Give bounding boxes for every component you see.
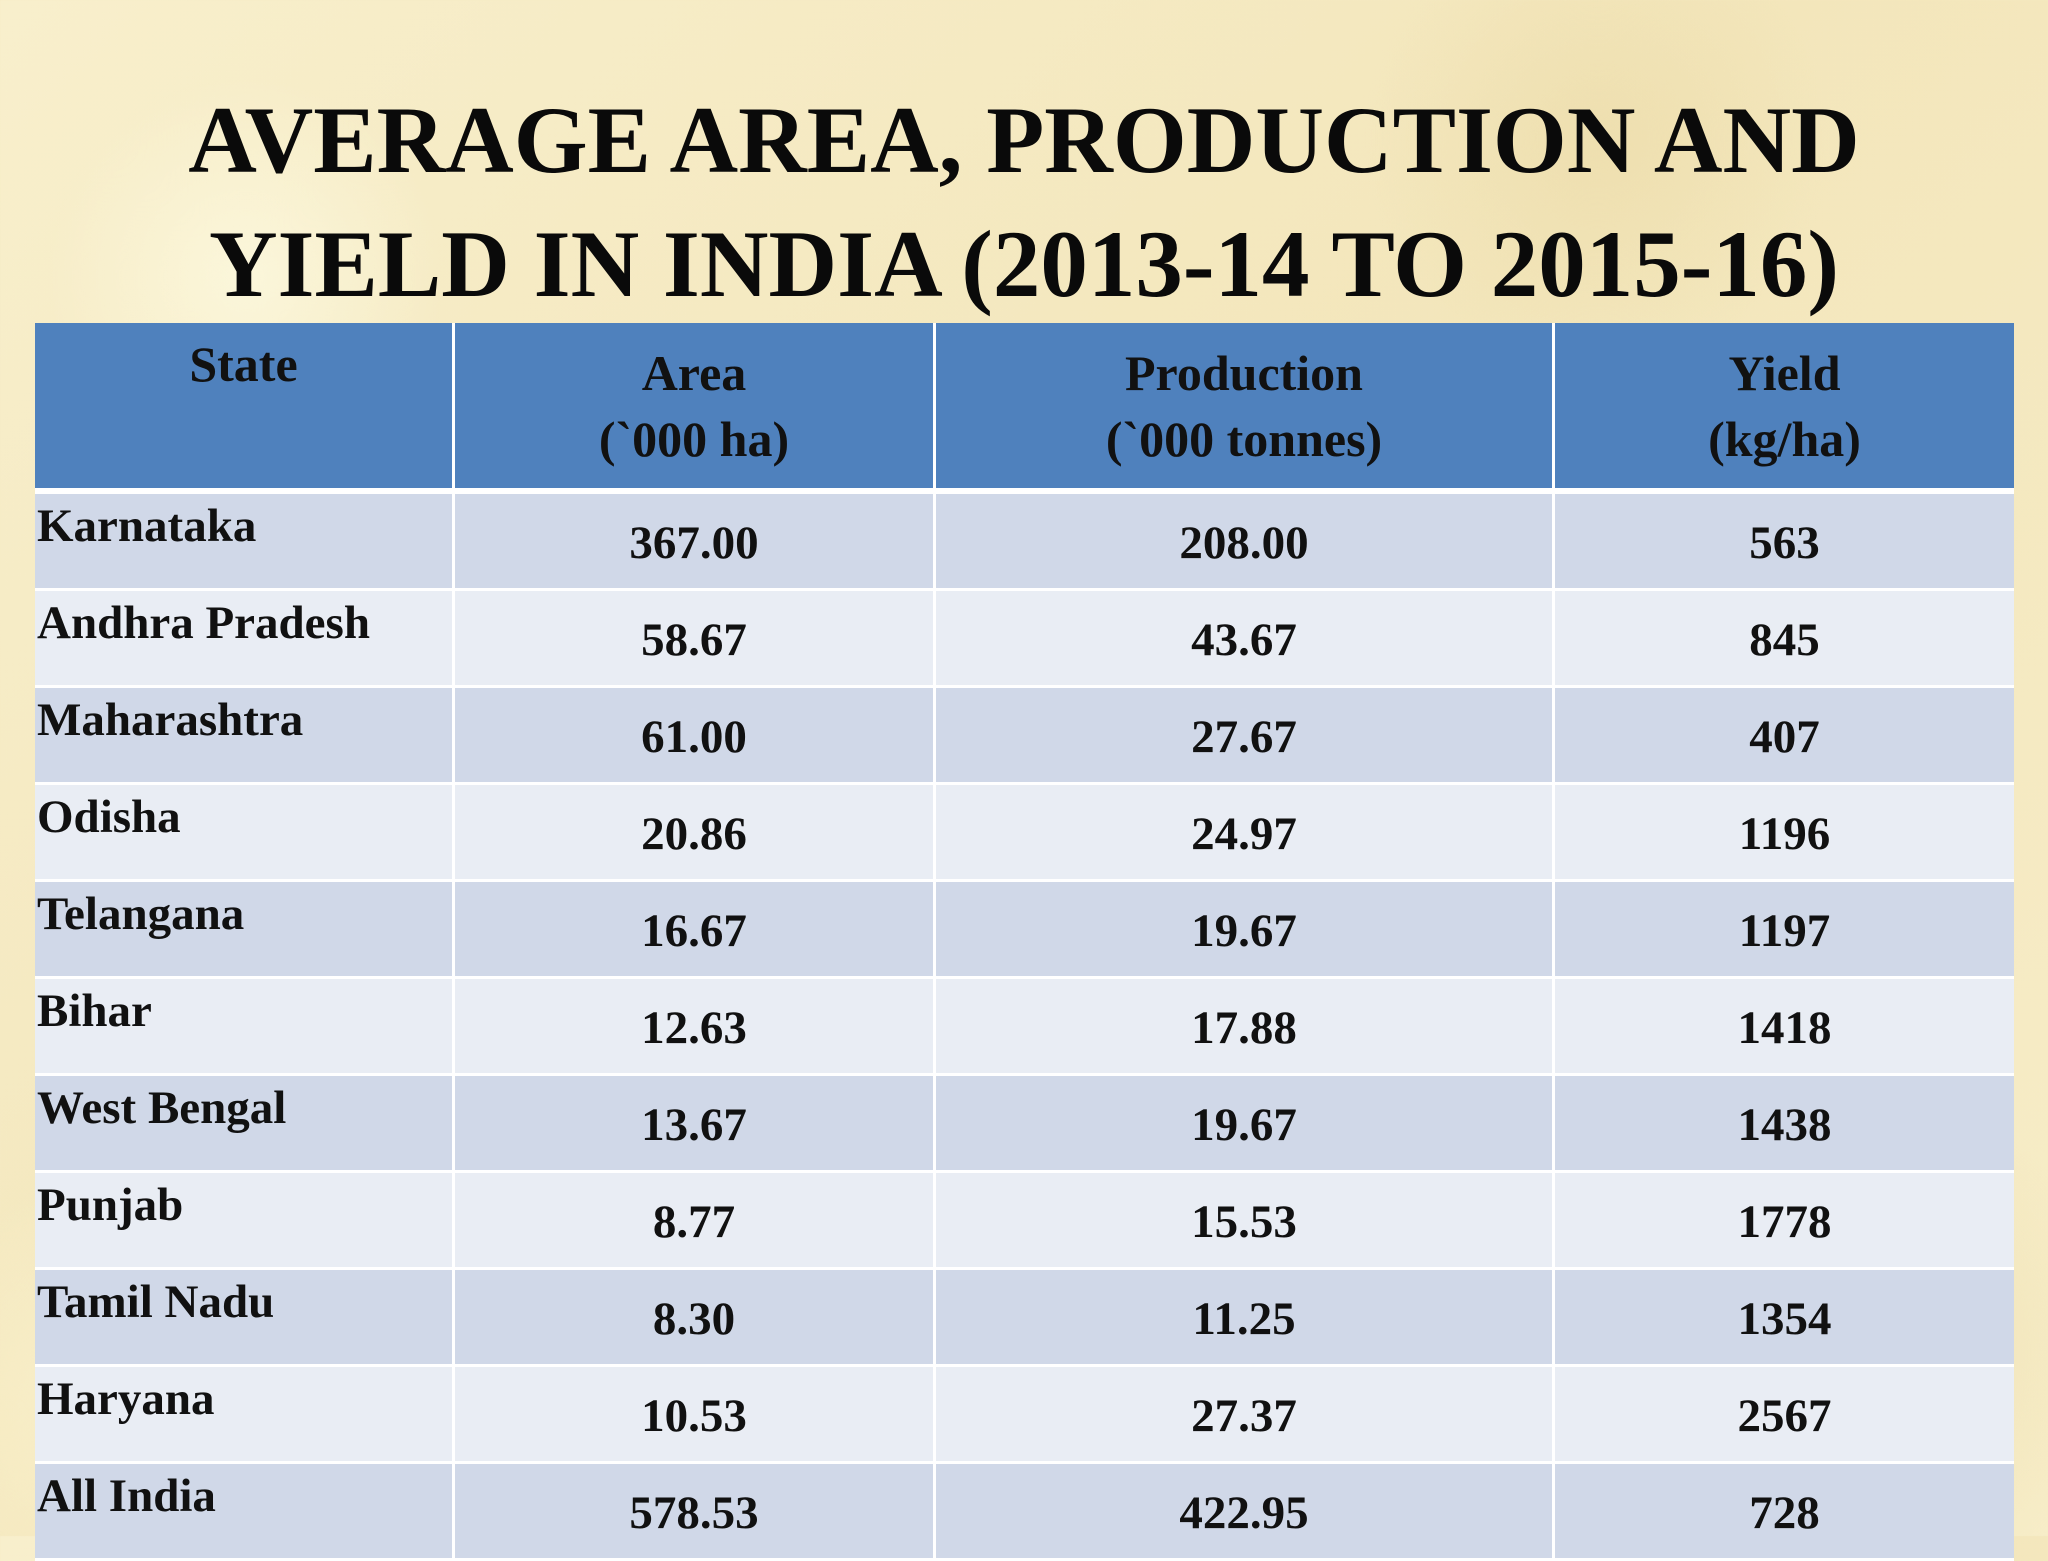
production-cell: 19.67 [936, 1076, 1555, 1173]
area-cell: 367.00 [455, 494, 936, 591]
area-cell: 12.63 [455, 979, 936, 1076]
area-cell: 8.77 [455, 1173, 936, 1270]
table-row: Bihar 12.63 17.88 1418 [35, 979, 2014, 1076]
area-cell: 578.53 [455, 1464, 936, 1561]
column-header-yield-unit: (kg/ha) [1708, 410, 1861, 467]
area-cell: 16.67 [455, 882, 936, 979]
yield-cell: 845 [1555, 591, 2014, 688]
state-cell: Haryana [35, 1367, 455, 1464]
column-header-yield-label: Yield [1728, 344, 1841, 401]
column-header-state: State [35, 323, 455, 494]
state-cell: Telangana [35, 882, 455, 979]
state-cell: Punjab [35, 1173, 455, 1270]
production-cell: 27.37 [936, 1367, 1555, 1464]
slide-title: AVERAGE AREA, PRODUCTION AND YIELD IN IN… [0, 78, 2048, 326]
table-row: Maharashtra 61.00 27.67 407 [35, 688, 2014, 785]
state-cell: Odisha [35, 785, 455, 882]
production-cell: 27.67 [936, 688, 1555, 785]
column-header-production: Production (`000 tonnes) [936, 323, 1555, 494]
yield-cell: 2567 [1555, 1367, 2014, 1464]
production-cell: 24.97 [936, 785, 1555, 882]
yield-cell: 1197 [1555, 882, 2014, 979]
area-cell: 10.53 [455, 1367, 936, 1464]
column-header-area: Area (`000 ha) [455, 323, 936, 494]
production-cell: 208.00 [936, 494, 1555, 591]
column-header-production-unit: (`000 tonnes) [1105, 410, 1383, 467]
production-cell: 15.53 [936, 1173, 1555, 1270]
table-row: Haryana 10.53 27.37 2567 [35, 1367, 2014, 1464]
state-cell: All India [35, 1464, 455, 1561]
state-cell: Bihar [35, 979, 455, 1076]
data-table: State Area (`000 ha) Production (`000 to… [35, 323, 2014, 1561]
state-cell: Andhra Pradesh [35, 591, 455, 688]
slide-title-line-2: YIELD IN INDIA (2013-14 TO 2015-16) [208, 211, 1840, 317]
table-row: Telangana 16.67 19.67 1197 [35, 882, 2014, 979]
production-cell: 422.95 [936, 1464, 1555, 1561]
production-cell: 43.67 [936, 591, 1555, 688]
table-row-total: All India 578.53 422.95 728 [35, 1464, 2014, 1561]
slide-title-line-1: AVERAGE AREA, PRODUCTION AND [188, 87, 1860, 193]
table-row: West Bengal 13.67 19.67 1438 [35, 1076, 2014, 1173]
yield-cell: 1196 [1555, 785, 2014, 882]
state-cell: Tamil Nadu [35, 1270, 455, 1367]
area-cell: 58.67 [455, 591, 936, 688]
area-cell: 61.00 [455, 688, 936, 785]
column-header-area-unit: (`000 ha) [598, 410, 790, 467]
area-cell: 13.67 [455, 1076, 936, 1173]
column-header-area-label: Area [641, 344, 747, 401]
yield-cell: 728 [1555, 1464, 2014, 1561]
table-row: Tamil Nadu 8.30 11.25 1354 [35, 1270, 2014, 1367]
yield-cell: 407 [1555, 688, 2014, 785]
column-header-production-label: Production [1125, 344, 1363, 401]
table-row: Odisha 20.86 24.97 1196 [35, 785, 2014, 882]
yield-cell: 1354 [1555, 1270, 2014, 1367]
table-row: Punjab 8.77 15.53 1778 [35, 1173, 2014, 1270]
column-header-state-label: State [189, 336, 298, 392]
yield-cell: 1438 [1555, 1076, 2014, 1173]
production-cell: 17.88 [936, 979, 1555, 1076]
table-row: Karnataka 367.00 208.00 563 [35, 494, 2014, 591]
yield-cell: 563 [1555, 494, 2014, 591]
table-header-row: State Area (`000 ha) Production (`000 to… [35, 323, 2014, 494]
area-cell: 20.86 [455, 785, 936, 882]
column-header-yield: Yield (kg/ha) [1555, 323, 2014, 494]
area-cell: 8.30 [455, 1270, 936, 1367]
yield-cell: 1418 [1555, 979, 2014, 1076]
state-cell: Maharashtra [35, 688, 455, 785]
table-row: Andhra Pradesh 58.67 43.67 845 [35, 591, 2014, 688]
yield-cell: 1778 [1555, 1173, 2014, 1270]
state-cell: West Bengal [35, 1076, 455, 1173]
production-cell: 11.25 [936, 1270, 1555, 1367]
state-cell: Karnataka [35, 494, 455, 591]
production-cell: 19.67 [936, 882, 1555, 979]
